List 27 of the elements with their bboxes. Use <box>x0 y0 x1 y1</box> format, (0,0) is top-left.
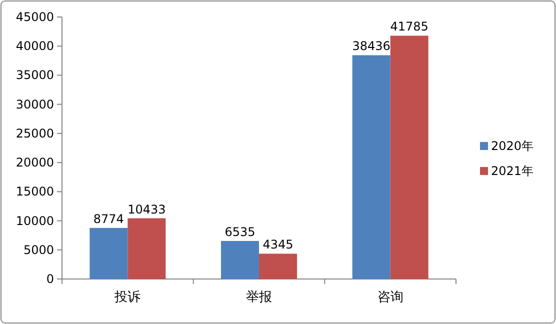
data-label: 8774 <box>93 212 124 226</box>
y-tick-label: 20000 <box>16 156 54 170</box>
y-tick-label: 45000 <box>16 10 54 24</box>
data-label: 41785 <box>390 20 428 34</box>
y-tick-label: 35000 <box>16 68 54 82</box>
legend-label: 2021年 <box>491 164 534 178</box>
data-label: 38436 <box>352 39 390 54</box>
data-label: 6535 <box>224 224 256 239</box>
data-label: 4345 <box>262 238 294 252</box>
y-tick-label: 40000 <box>16 39 54 54</box>
bar <box>352 55 390 279</box>
y-tick-label: 5000 <box>23 242 54 257</box>
bar <box>221 240 259 279</box>
bar <box>90 228 128 279</box>
x-tick-label: 咨询 <box>377 290 404 305</box>
legend-label: 2020年 <box>491 139 534 153</box>
bar <box>259 254 297 279</box>
data-label: 10433 <box>128 202 166 216</box>
x-tick-label: 投诉 <box>114 290 141 305</box>
y-tick-label: 30000 <box>16 97 54 112</box>
bar <box>128 218 166 279</box>
bar <box>390 36 428 279</box>
y-tick-label: 15000 <box>16 184 54 199</box>
y-tick-label: 10000 <box>16 214 54 228</box>
y-tick-label: 25000 <box>16 126 54 140</box>
x-tick-label: 举报 <box>246 290 272 305</box>
y-tick-label: 0 <box>46 272 54 286</box>
